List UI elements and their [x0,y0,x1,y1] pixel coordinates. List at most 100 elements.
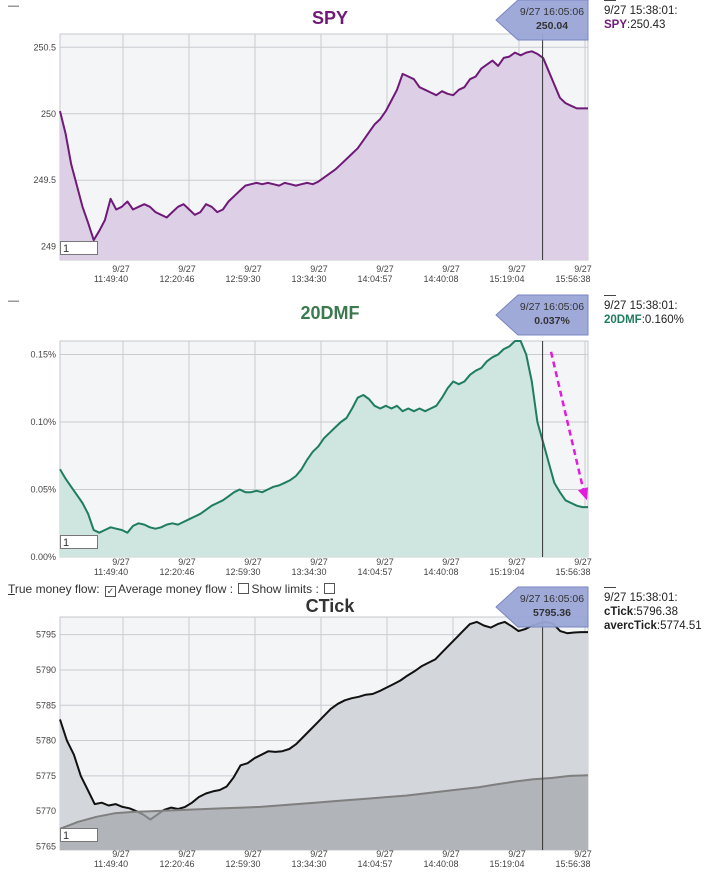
dmf-xtick-date: 9/27 [442,557,460,567]
spy-xtick-date: 9/27 [376,264,394,274]
ctick-info-readout: 9/27 15:38:01: cTick:5796.38 avercTick:5… [604,587,702,633]
dmf-chart-title: 20DMF [300,303,360,323]
spy-xtick-label: 15:56:38 [555,274,590,284]
ctick-series-avercTick-line [59,774,589,830]
dmf-cursor-callout: 9/27 16:05:06 0.037% [495,294,589,336]
ctick-xtick-date: 9/27 [112,849,130,859]
dmf-info-rule [604,295,616,299]
ctick-ytick-label: 5780 [36,736,56,746]
average-money-flow-label: Average money flow : [117,582,234,596]
dmf-series-0-area [60,341,588,557]
ctick-xtick-label: 15:56:38 [555,859,590,869]
dmf-xtick-date: 9/27 [574,557,592,567]
dmf-ytick-label: 0.10% [30,417,56,427]
ctick-info-rule [604,587,616,591]
dmf-info-time: 9/27 15:38:01: [604,300,678,312]
dmf-trend-arrowhead-icon [577,487,588,501]
spy-info-rule [604,0,616,4]
spy-series-0-area [60,51,588,260]
ctick-xtick-label: 15:19:04 [489,859,524,869]
spy-ytick-label: 249.5 [33,175,56,185]
ctick-ytick-label: 5790 [36,665,56,675]
dmf-xtick-date: 9/27 [112,557,130,567]
dmf-trend-arrow [549,351,586,493]
ctick-xtick-date: 9/27 [574,849,592,859]
spy-panel-menu-dash[interactable]: — [8,0,19,12]
dmf-xtick-label: 12:20:46 [159,567,194,577]
dmf-xtick-label: 14:04:57 [357,567,392,577]
spy-info-key: SPY [604,19,628,31]
spy-xtick-label: 12:20:46 [159,274,194,284]
dmf-chart[interactable]: 0.00%0.05%0.10%0.15%9/2711:49:409/2712:2… [0,294,717,582]
dmf-ytick-label: 0.00% [30,552,56,562]
average-money-flow-checkbox[interactable]: ✓ [104,586,116,597]
spy-info-readout: 9/27 15:38:01: SPY:250.43 [604,0,678,32]
spy-xtick-date: 9/27 [244,264,262,274]
spy-chart-title: SPY [311,8,349,28]
ctick-xtick-date: 9/27 [376,849,394,859]
true-money-flow-label: True money flow: [8,582,100,596]
ctick-ytick-label: 5785 [36,700,56,710]
spy-zoom-input[interactable]: 1 [60,241,98,255]
spy-xtick-label: 14:04:57 [357,274,392,284]
spy-xtick-label: 12:59:30 [225,274,260,284]
dmf-xtick-label: 13:34:30 [291,567,326,577]
ctick-cursor-time: 9/27 16:05:06 [520,593,584,605]
ctick-cursor-arrow-icon [495,586,589,628]
ctick-info-key: cTick [604,606,634,618]
ctick-info-value: :5796.38 [633,606,678,618]
ctick-ytick-label: 5765 [36,841,56,851]
dmf-cursor-value: 0.037% [534,315,570,327]
dmf-xtick-label: 15:56:38 [555,567,590,577]
spy-info-row: SPY:250.43 [604,18,678,32]
dmf-xtick-date: 9/27 [376,557,394,567]
spy-xtick-label: 15:19:04 [489,274,524,284]
spy-chart[interactable]: 249249.5250250.59/2711:49:409/2712:20:46… [0,0,717,295]
ctick-cursor-value: 5795.36 [533,607,571,619]
spy-cursor-time: 9/27 16:05:06 [520,6,584,18]
ctick-ytick-label: 5795 [36,630,56,640]
dmf-xtick-date: 9/27 [244,557,262,567]
dmf-xtick-date: 9/27 [310,557,328,567]
dmf-info-row: 20DMF:0.160% [604,313,684,327]
spy-xtick-date: 9/27 [442,264,460,274]
spy-xtick-date: 9/27 [178,264,196,274]
spy-xtick-date: 9/27 [112,264,130,274]
averctick-info-value: :5774.51 [656,620,702,632]
dmf-zoom-input[interactable]: 1 [60,535,98,549]
spy-xtick-date: 9/27 [310,264,328,274]
dmf-ytick-label: 0.15% [30,350,56,360]
show-limits-checkbox-left[interactable] [238,583,250,594]
spy-xtick-date: 9/27 [508,264,526,274]
ctick-xtick-date: 9/27 [442,849,460,859]
show-limits-checkbox[interactable] [324,583,336,594]
spy-cursor-value: 250.04 [536,20,568,32]
spy-xtick-label: 13:34:30 [291,274,326,284]
ctick-xtick-label: 14:40:08 [423,859,458,869]
dmf-xtick-label: 15:19:04 [489,567,524,577]
money-flow-controls: True money flow: ✓ Average money flow : S… [8,582,337,597]
ctick-info-row: cTick:5796.38 [604,605,702,619]
spy-ytick-label: 249 [41,242,56,252]
dmf-panel-menu-dash[interactable]: — [8,295,19,307]
spy-ytick-label: 250.5 [33,42,56,52]
ctick-xtick-date: 9/27 [244,849,262,859]
ctick-chart[interactable]: 57655770577557805785579057959/2711:49:40… [0,586,717,877]
dmf-xtick-label: 12:59:30 [225,567,260,577]
ctick-xtick-label: 12:59:30 [225,859,260,869]
spy-info-value: :250.43 [627,19,666,31]
dmf-ytick-label: 0.05% [30,485,56,495]
ctick-series-avercTick-area [60,775,588,850]
dmf-xtick-label: 14:40:08 [423,567,458,577]
spy-xtick-date: 9/27 [574,264,592,274]
dmf-panel: — 20DMF 9/27 15:38:01: 20DMF:0.160% 0.00… [0,294,717,582]
dmf-cursor-time: 9/27 16:05:06 [520,301,584,313]
averctick-info-row: avercTick:5774.51 [604,619,702,633]
ctick-zoom-input[interactable]: 1 [60,828,98,842]
dmf-info-readout: 9/27 15:38:01: 20DMF:0.160% [604,295,684,327]
ctick-xtick-date: 9/27 [178,849,196,859]
dmf-xtick-date: 9/27 [178,557,196,567]
ctick-ytick-label: 5775 [36,771,56,781]
spy-xtick-label: 14:40:08 [423,274,458,284]
averctick-info-key: avercTick [604,620,657,632]
